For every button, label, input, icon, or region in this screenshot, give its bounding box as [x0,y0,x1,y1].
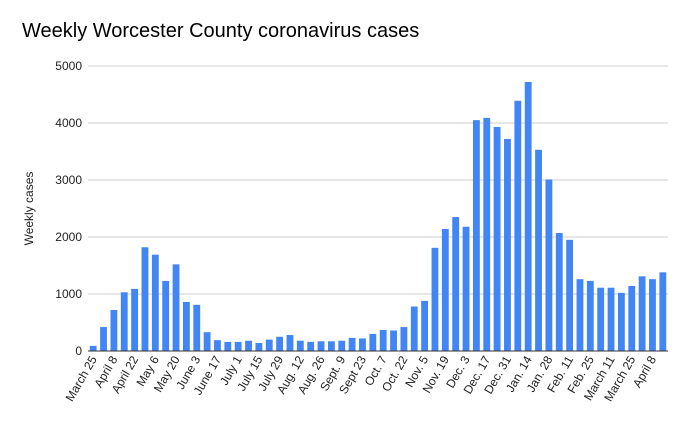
bar [441,229,449,351]
bar [286,335,294,351]
bar [483,117,491,352]
bar [359,338,366,351]
bar [369,333,377,351]
bar [100,327,107,351]
bar [617,292,625,351]
bar [586,280,594,351]
bar [410,306,418,351]
bar [265,339,273,351]
bar [607,287,615,351]
bar [141,247,149,351]
y-tick-label: 0 [75,344,82,358]
y-tick-label: 2000 [55,230,82,244]
bar [535,149,542,351]
bar [504,138,511,351]
bar [151,254,159,351]
bar [110,309,118,351]
bar [514,100,522,352]
y-tick-label: 1000 [55,287,82,301]
bar [120,292,128,351]
bar [576,279,584,351]
y-tick-label: 3000 [55,173,82,187]
bar [203,332,211,351]
bar [452,217,460,351]
bar [245,340,252,351]
bar [89,345,97,351]
bar [193,304,201,351]
bar [597,287,605,351]
bar [649,279,656,351]
bar [524,81,532,352]
bar [431,247,439,351]
y-tick-label: 5000 [55,59,82,73]
bar [555,233,563,351]
bar [162,280,170,351]
bar [296,340,304,351]
bar [348,337,356,351]
bar [472,120,480,352]
y-axis-label: Weekly cases [22,172,36,246]
bar [421,300,429,351]
bar [255,343,263,351]
bar [545,179,553,351]
bar [327,341,335,351]
bar [131,288,139,351]
bars [89,81,667,352]
chart-title: Weekly Worcester County coronavirus case… [22,20,420,42]
bar [628,286,636,351]
bar [182,301,190,351]
bar [214,340,221,351]
y-axis-ticks: 0 1000 2000 3000 4000 5000 [55,59,82,358]
bar [638,276,646,351]
bar [493,126,501,352]
bar [307,341,315,351]
bar [462,226,470,351]
bar [659,272,667,351]
bar [566,239,574,351]
bar [224,341,232,351]
y-tick-label: 4000 [55,116,82,130]
bar [172,264,180,351]
bar [338,340,346,351]
bar [390,330,397,351]
gridlines [88,65,668,295]
bar [379,329,387,351]
bar [400,327,408,351]
bar [276,336,284,351]
bar [317,341,325,351]
bar [234,341,242,351]
